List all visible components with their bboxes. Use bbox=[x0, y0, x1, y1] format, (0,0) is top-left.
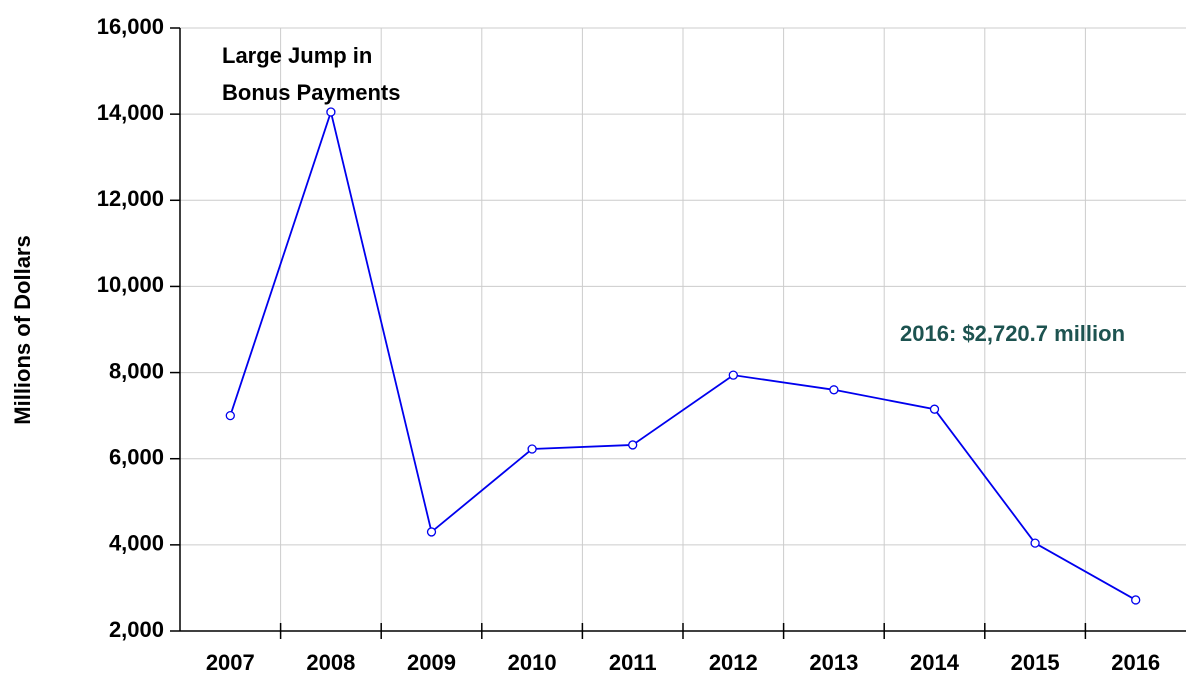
y-tick-label: 6,000 bbox=[109, 445, 164, 470]
x-tick-label: 2008 bbox=[306, 650, 355, 675]
x-tick-label: 2010 bbox=[508, 650, 557, 675]
y-axis-label: Millions of Dollars bbox=[10, 235, 35, 424]
data-point bbox=[728, 370, 738, 380]
y-tick-label: 2,000 bbox=[109, 617, 164, 642]
x-tick-label: 2015 bbox=[1011, 650, 1060, 675]
data-point bbox=[829, 385, 839, 395]
annotation: Bonus Payments bbox=[222, 80, 401, 105]
data-point bbox=[929, 404, 940, 414]
x-tick-label: 2007 bbox=[206, 650, 255, 675]
x-tick-label: 2012 bbox=[709, 650, 758, 675]
y-tick-label: 14,000 bbox=[97, 100, 164, 125]
y-tick-label: 4,000 bbox=[109, 531, 164, 556]
data-point bbox=[628, 440, 638, 450]
data-point bbox=[1131, 595, 1141, 605]
y-tick-label: 12,000 bbox=[97, 186, 164, 211]
data-point bbox=[1030, 538, 1040, 548]
data-point bbox=[326, 107, 336, 117]
y-tick-label: 16,000 bbox=[97, 14, 164, 39]
annotation: Large Jump in bbox=[222, 43, 372, 68]
annotation: 2016: $2,720.7 million bbox=[900, 321, 1125, 346]
y-tick-label: 10,000 bbox=[97, 272, 164, 297]
x-tick-label: 2016 bbox=[1111, 650, 1160, 675]
x-tick-label: 2013 bbox=[809, 650, 858, 675]
data-point bbox=[225, 410, 235, 421]
y-tick-label: 8,000 bbox=[109, 358, 164, 383]
data-point bbox=[426, 527, 437, 537]
data-point bbox=[527, 444, 537, 454]
x-tick-label: 2014 bbox=[910, 650, 960, 675]
x-tick-label: 2011 bbox=[609, 650, 657, 675]
x-tick-label: 2009 bbox=[407, 650, 456, 675]
series-line bbox=[229, 108, 1137, 601]
